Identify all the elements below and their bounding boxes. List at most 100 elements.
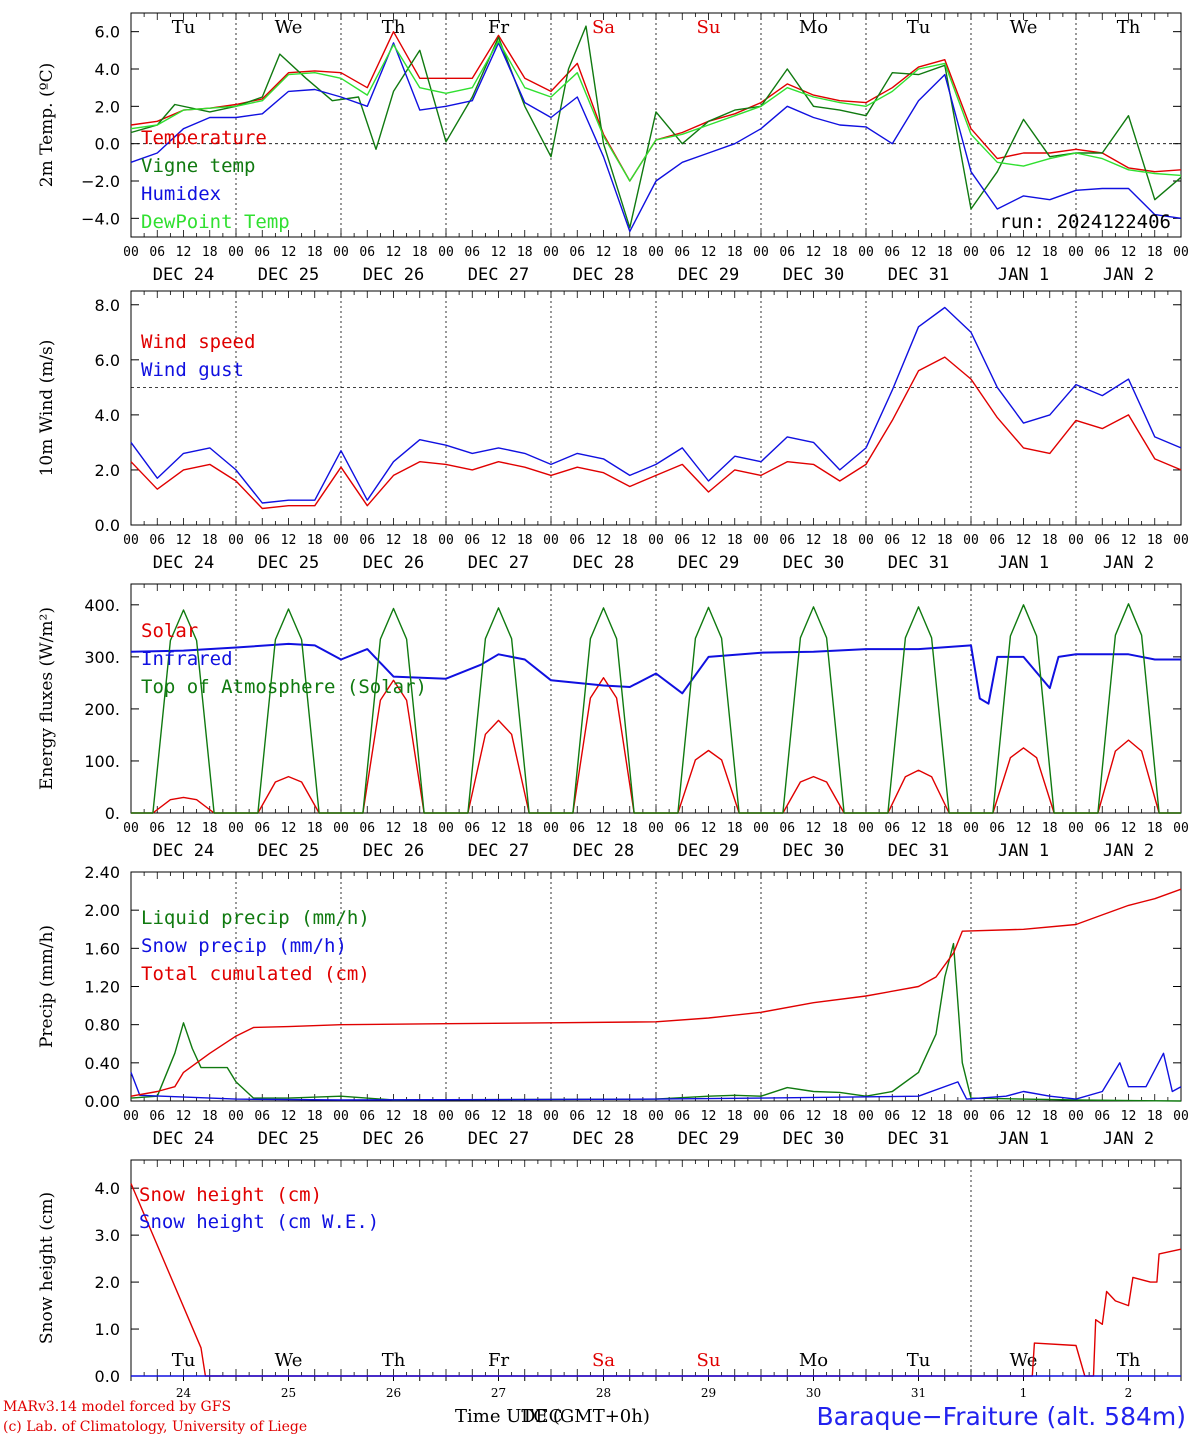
x-hour-label: 00	[858, 245, 874, 260]
x-hour-label: 12	[386, 821, 402, 836]
x-hour-label: 12	[701, 533, 717, 548]
x-hour-label: 12	[176, 533, 192, 548]
y-tick-label: 2.40	[84, 863, 120, 882]
x-hour-label: 18	[517, 245, 533, 260]
x-hour-label: 00	[963, 245, 979, 260]
x-hour-label: 00	[648, 821, 664, 836]
y-tick-label: 0.0	[95, 1367, 120, 1386]
x-date-label: DEC 31	[888, 265, 949, 285]
x-date-label: DEC 24	[153, 1129, 214, 1149]
series-line-lightgreen	[130, 40, 1182, 182]
x-hour-label: 06	[779, 245, 795, 260]
day-number-label: 27	[491, 1386, 506, 1400]
weekday-label: Tu	[907, 1350, 931, 1371]
day-number-label: 30	[806, 1386, 821, 1400]
day-number-label: 29	[701, 1386, 716, 1400]
y-axis-label: Precip (mm/h)	[37, 925, 57, 1048]
x-hour-label: 06	[359, 533, 375, 548]
x-hour-label: 18	[937, 245, 953, 260]
y-tick-label: 200.	[84, 700, 120, 719]
x-hour-label: 18	[1042, 245, 1058, 260]
x-date-label: DEC 30	[783, 841, 844, 861]
x-hour-label: 00	[1068, 1109, 1084, 1124]
y-tick-label: 1.60	[84, 939, 120, 958]
y-tick-label: 0.00	[84, 1092, 120, 1111]
x-hour-label: 18	[832, 1109, 848, 1124]
series-line-green	[131, 603, 1181, 814]
x-hour-label: 06	[884, 533, 900, 548]
day-number-label: 2	[1125, 1386, 1133, 1400]
y-tick-label: 0.40	[84, 1054, 120, 1073]
x-hour-label: 18	[412, 533, 428, 548]
x-date-label: DEC 26	[363, 265, 424, 285]
x-hour-label: 00	[1173, 1109, 1189, 1124]
x-date-label: DEC 29	[678, 265, 739, 285]
x-hour-label: 12	[1121, 245, 1137, 260]
y-tick-label: 4.0	[95, 406, 120, 425]
y-tick-label: 4.0	[95, 60, 120, 79]
y-tick-label: 6.0	[95, 351, 120, 370]
x-hour-label: 12	[806, 245, 822, 260]
x-hour-label: 12	[596, 533, 612, 548]
weekday-label: Fr	[488, 17, 509, 38]
weekday-label: Su	[697, 17, 721, 38]
x-hour-label: 00	[438, 533, 454, 548]
day-number-label: 25	[281, 1386, 296, 1400]
panel-energy: 0. 100. 200. 300. 400. Energy fluxes (W/m²) 00…	[37, 583, 1189, 861]
x-hour-label: 12	[1016, 1109, 1032, 1124]
station-name: Baraque−Fraiture (alt. 584m)	[816, 1402, 1186, 1431]
x-hour-label: 18	[307, 533, 323, 548]
time-axis-label: Time UTC DEC (GMT+0h)	[455, 1406, 650, 1427]
x-date-label: DEC 25	[258, 1129, 319, 1149]
panel-snow: 0.0 1.0 2.0 3.0 4.0 Snow height (cm) Tu We Th Fr S…	[37, 1159, 1182, 1400]
x-date-label: DEC 25	[258, 553, 319, 573]
x-hour-label: 00	[123, 821, 139, 836]
x-hour-label: 06	[149, 533, 165, 548]
x-hour-label: 06	[464, 1109, 480, 1124]
x-hour-label: 18	[1042, 1109, 1058, 1124]
x-hour-label: 06	[674, 533, 690, 548]
x-date-label: DEC 25	[258, 841, 319, 861]
weekday-label: Mo	[799, 1350, 828, 1371]
x-hour-label: 00	[123, 245, 139, 260]
x-hour-label: 06	[254, 821, 270, 836]
x-hour-label: 12	[491, 821, 507, 836]
x-hour-label: 00	[1068, 821, 1084, 836]
weekday-label: Sa	[592, 1350, 615, 1371]
x-date-label: DEC 27	[468, 841, 529, 861]
x-hour-label: 18	[1042, 533, 1058, 548]
x-hour-label: 00	[1173, 245, 1189, 260]
y-tick-label: 2.0	[95, 461, 120, 480]
x-date-label: DEC 24	[153, 841, 214, 861]
x-hour-label: 12	[701, 821, 717, 836]
x-date-label: DEC 26	[363, 841, 424, 861]
legend-entry: Infrared	[141, 648, 233, 670]
legend-entry: Humidex	[141, 183, 221, 205]
x-hour-label: 06	[569, 245, 585, 260]
x-hour-label: 06	[884, 245, 900, 260]
x-hour-label: 00	[333, 1109, 349, 1124]
x-hour-label: 00	[858, 821, 874, 836]
x-date-label: DEC 28	[573, 265, 634, 285]
weekday-label: Tu	[172, 1350, 196, 1371]
x-hour-label: 06	[359, 1109, 375, 1124]
x-date-label: DEC 24	[153, 553, 214, 573]
x-hour-label: 18	[937, 1109, 953, 1124]
y-tick-label: 2.0	[95, 1273, 120, 1292]
x-hour-label: 12	[1016, 245, 1032, 260]
x-hour-label: 18	[727, 1109, 743, 1124]
x-hour-label: 18	[622, 245, 638, 260]
y-tick-label: 6.0	[95, 23, 120, 42]
x-hour-label: 06	[1094, 821, 1110, 836]
x-date-label: JAN 1	[998, 553, 1049, 573]
x-hour-label: 12	[1016, 533, 1032, 548]
x-hour-label: 18	[412, 1109, 428, 1124]
x-hour-label: 00	[543, 245, 559, 260]
legend-entry: Wind gust	[141, 359, 244, 381]
x-hour-label: 06	[779, 1109, 795, 1124]
x-hour-label: 18	[202, 1109, 218, 1124]
x-hour-label: 12	[1121, 533, 1137, 548]
x-hour-label: 18	[832, 821, 848, 836]
weekday-label: Fr	[488, 1350, 509, 1371]
x-hour-label: 18	[202, 533, 218, 548]
